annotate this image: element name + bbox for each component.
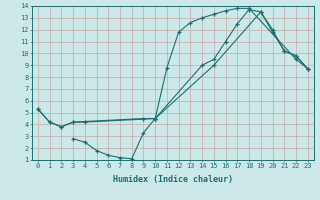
X-axis label: Humidex (Indice chaleur): Humidex (Indice chaleur) — [113, 175, 233, 184]
